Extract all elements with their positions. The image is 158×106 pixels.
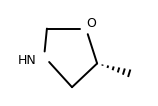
- Text: HN: HN: [18, 54, 37, 67]
- Text: O: O: [86, 17, 96, 30]
